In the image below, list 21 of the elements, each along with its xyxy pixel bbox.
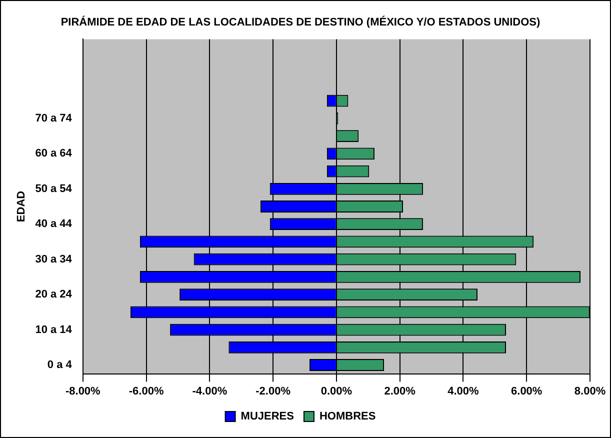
y-tick-label: 50 a 54 [35, 182, 73, 195]
x-tick-label: -8.00% [65, 385, 101, 398]
x-tick-label: 0.00% [320, 385, 352, 398]
x-tick-label: 8.00% [574, 385, 606, 398]
x-tick-label: 2.00% [384, 385, 416, 398]
y-tick-label: 10 a 14 [35, 324, 73, 336]
y-tick-label: 30 a 34 [35, 253, 73, 266]
x-tick-label: -2.00% [256, 385, 291, 398]
x-tick-label: -4.00% [192, 385, 228, 398]
y-tick-label: 20 a 24 [35, 288, 73, 301]
y-tick-label: 70 a 74 [35, 112, 73, 124]
legend-label: MUJERES [240, 410, 294, 423]
x-tick-label: 4.00% [448, 385, 480, 398]
y-tick-label: 40 a 44 [35, 218, 73, 230]
chart-title: PIRÁMIDE DE EDAD DE LAS LOCALIDADES DE DESTINO (MÉXICO Y/O ESTADOS UNIDOS) [60, 16, 541, 29]
x-tick-label: -6.00% [128, 385, 164, 398]
x-tick-label: 6.00% [511, 385, 542, 398]
y-tick-label: 60 a 64 [35, 148, 73, 160]
y-axis-title: EDAD [16, 190, 28, 222]
legend-label: HOMBRES [319, 410, 376, 423]
y-tick-label: 0 a 4 [47, 359, 73, 372]
